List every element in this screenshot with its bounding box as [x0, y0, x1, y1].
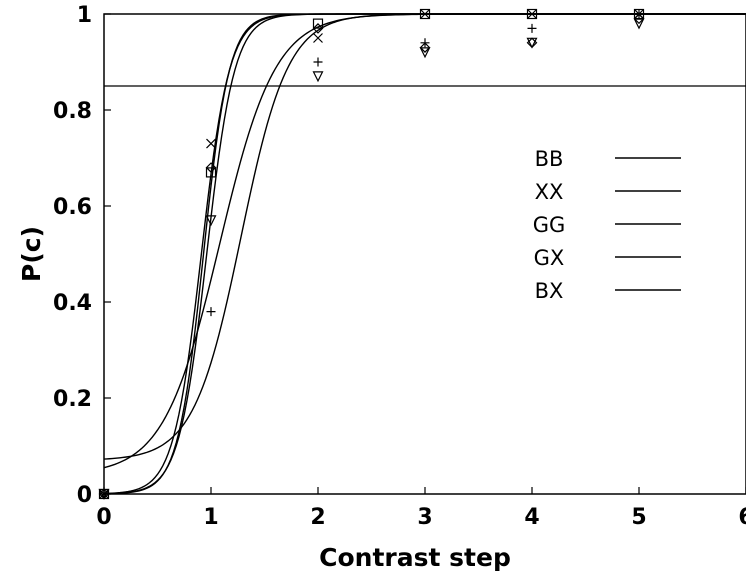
- data-point-bx: [420, 38, 430, 48]
- x-tick-label: 4: [524, 505, 539, 530]
- legend-label-bx: BX: [535, 279, 564, 303]
- curve-gx: [103, 13, 746, 469]
- data-point-gg: [526, 37, 538, 49]
- legend-label-xx: XX: [535, 180, 564, 204]
- x-axis-title: Contrast step: [319, 543, 511, 572]
- x-tick-label: 2: [310, 505, 325, 530]
- x-tick-label: 5: [631, 505, 646, 530]
- data-point-gg: [312, 23, 324, 34]
- data-point-bb: [419, 8, 431, 20]
- data-point-xx: [313, 33, 323, 43]
- data-point-bx: [634, 9, 644, 19]
- y-tick-label: 0.2: [53, 387, 92, 412]
- data-point-bb: [526, 8, 538, 20]
- data-point-xx: [206, 138, 216, 149]
- y-tick-label: 0.4: [53, 291, 92, 316]
- x-tick-label: 6: [738, 505, 746, 530]
- legend-label-gx: GX: [534, 246, 565, 270]
- y-axis-title: P(c): [17, 226, 46, 282]
- data-point-xx: [420, 9, 430, 19]
- data-point-bx: [313, 57, 323, 67]
- data-point-gx: [419, 47, 431, 59]
- data-point-bx: [206, 307, 216, 317]
- markers-layer: [98, 8, 645, 500]
- data-point-gx: [633, 18, 645, 30]
- data-point-bb: [205, 167, 217, 178]
- legend-label-gg: GG: [533, 213, 566, 237]
- data-point-xx: [527, 9, 537, 19]
- data-point-gx: [205, 215, 217, 227]
- legend: BB XX GG GX BX: [533, 147, 681, 303]
- curve-bx: [103, 13, 746, 460]
- data-point-bx: [527, 23, 537, 33]
- data-point-gx: [312, 71, 324, 83]
- legend-label-bb: BB: [535, 147, 564, 171]
- data-point-gg: [205, 162, 217, 173]
- y-tick-label: 0.8: [53, 99, 92, 124]
- x-tick-label: 1: [203, 505, 218, 530]
- data-point-gg: [633, 13, 645, 25]
- y-tick-label: 1: [77, 3, 92, 28]
- data-point-gx: [526, 37, 538, 49]
- data-point-gg: [419, 42, 431, 53]
- y-tick-label: 0.6: [53, 195, 92, 220]
- y-tick-label: 0: [77, 483, 92, 508]
- x-tick-label: 3: [417, 505, 432, 530]
- x-tick-label: 0: [96, 505, 111, 530]
- data-point-bb: [312, 18, 324, 29]
- ticks-layer: 0 1 2 3 4 5 6 0 0.2 0.4 0.6 0.8 1: [53, 3, 746, 530]
